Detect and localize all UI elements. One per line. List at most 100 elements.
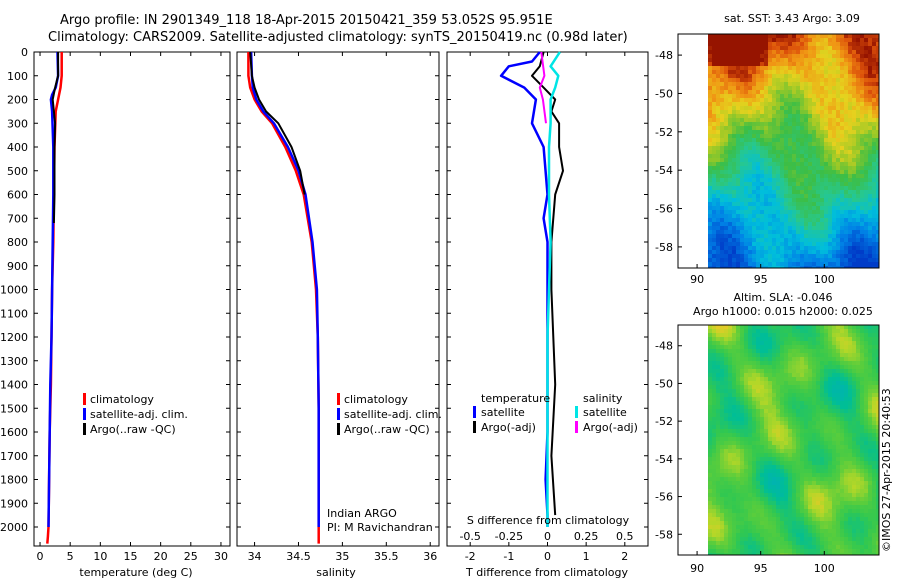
sst-cell — [824, 210, 828, 214]
sst-cell — [712, 126, 716, 130]
sst-cell — [784, 42, 788, 46]
sla-cell — [784, 345, 788, 349]
sst-cell — [784, 142, 788, 146]
sst-cell — [848, 238, 852, 242]
sst-cell — [792, 122, 796, 126]
sst-cell — [852, 178, 856, 182]
sst-cell — [720, 90, 724, 94]
sst-cell — [864, 134, 868, 138]
sla-cell — [736, 389, 740, 393]
sla-cell — [784, 465, 788, 469]
sst-cell — [820, 86, 824, 90]
sst-cell — [776, 74, 780, 78]
sla-cell — [724, 409, 728, 413]
sst-cell — [840, 258, 844, 262]
sla-cell — [768, 365, 772, 369]
sla-cell — [772, 433, 776, 437]
sla-cell — [712, 413, 716, 417]
sst-cell — [824, 258, 828, 262]
sla-cell — [832, 401, 836, 405]
sla-cell — [720, 385, 724, 389]
sst-cell — [796, 122, 800, 126]
sla-cell — [756, 401, 760, 405]
sst-cell — [836, 90, 840, 94]
sst-cell — [748, 106, 752, 110]
sst-cell — [708, 258, 712, 262]
sla-cell — [708, 345, 712, 349]
sst-cell — [796, 34, 800, 38]
sst-cell — [796, 266, 800, 268]
sst-cell — [844, 166, 848, 170]
sla-cell — [780, 365, 784, 369]
sst-cell — [804, 238, 808, 242]
sla-cell — [776, 429, 780, 433]
sla-cell — [820, 341, 824, 345]
sst-cell — [788, 146, 792, 150]
sst-cell — [784, 186, 788, 190]
sla-cell — [844, 441, 848, 445]
sla-cell — [824, 513, 828, 517]
sla-cell — [868, 477, 872, 481]
sla-cell — [804, 517, 808, 521]
sla-cell — [752, 361, 756, 365]
sst-cell — [800, 210, 804, 214]
sla-cell — [852, 365, 856, 369]
sst-cell — [844, 214, 848, 218]
sst-cell — [712, 170, 716, 174]
sst-cell — [732, 166, 736, 170]
sst-cell — [708, 58, 712, 62]
sst-cell — [784, 194, 788, 198]
sst-cell — [760, 130, 764, 134]
sst-cell — [852, 74, 856, 78]
sla-cell — [732, 337, 736, 341]
sla-cell — [804, 497, 808, 501]
sst-cell — [836, 158, 840, 162]
sst-cell — [800, 154, 804, 158]
sst-cell — [836, 198, 840, 202]
sst-cell — [864, 246, 868, 250]
sst-cell — [844, 126, 848, 130]
sla-cell — [872, 481, 876, 485]
sst-cell — [860, 254, 864, 258]
sst-cell — [764, 54, 768, 58]
sla-cell — [808, 357, 812, 361]
sla-cell — [764, 345, 768, 349]
sla-cell — [740, 409, 744, 413]
sst-cell — [868, 122, 872, 126]
sla-cell — [820, 473, 824, 477]
sla-cell — [760, 481, 764, 485]
sla-cell — [780, 465, 784, 469]
sst-cell — [752, 234, 756, 238]
sst-cell — [712, 206, 716, 210]
sst-cell — [804, 70, 808, 74]
sla-cell — [716, 441, 720, 445]
sst-cell — [800, 90, 804, 94]
sst-cell — [780, 218, 784, 222]
sst-cell — [864, 182, 868, 186]
sla-cell — [820, 513, 824, 517]
sst-cell — [820, 222, 824, 226]
sst-cell — [804, 118, 808, 122]
sst-cell — [788, 214, 792, 218]
sla-cell — [748, 389, 752, 393]
sst-cell — [832, 82, 836, 86]
sst-cell — [736, 214, 740, 218]
sla-cell — [716, 457, 720, 461]
sst-cell — [832, 246, 836, 250]
sst-cell — [756, 126, 760, 130]
sst-cell — [796, 150, 800, 154]
sst-cell — [840, 158, 844, 162]
sla-cell — [816, 445, 820, 449]
sst-cell — [868, 154, 872, 158]
sst-cell — [732, 98, 736, 102]
sst-cell — [780, 234, 784, 238]
sla-cell — [724, 509, 728, 513]
sla-cell — [840, 409, 844, 413]
sla-cell — [840, 333, 844, 337]
sst-cell — [724, 182, 728, 186]
sla-cell — [732, 485, 736, 489]
sst-cell — [876, 70, 879, 74]
sst-cell — [860, 262, 864, 266]
sla-cell — [828, 473, 832, 477]
sst-cell — [728, 186, 732, 190]
